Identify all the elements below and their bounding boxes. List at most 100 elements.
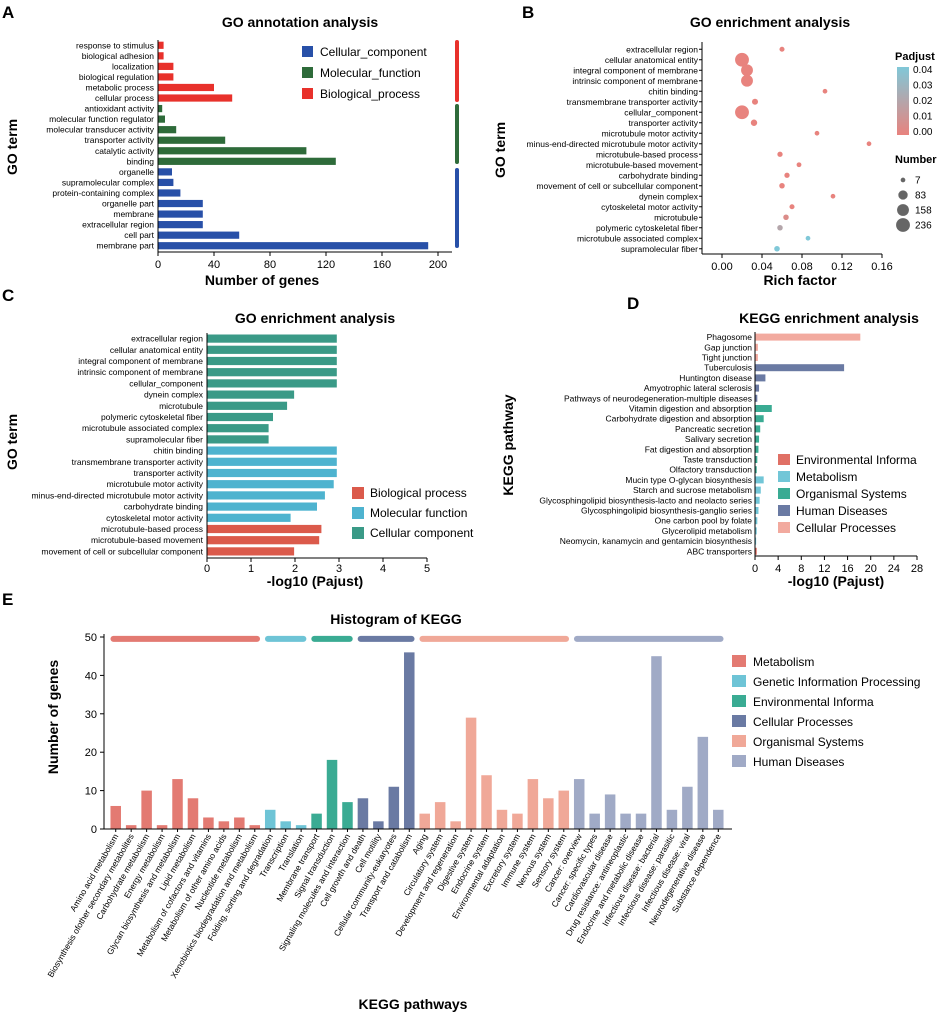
chart-e-bar	[218, 821, 230, 829]
chart-c-xtick-label: 1	[248, 563, 254, 575]
chart-b-category-label: integral component of membrane	[573, 65, 698, 75]
chart-c-bar	[207, 513, 291, 522]
chart-c-bar	[207, 524, 322, 534]
chart-a-category-label: antioxidant activity	[85, 104, 155, 114]
chart-c-category-label: cytoskeletal motor activity	[106, 513, 204, 523]
chart-a-bar	[158, 104, 163, 113]
chart-b-xtick-label: 0.16	[871, 261, 892, 273]
legend-b-color-tick: 0.00	[913, 127, 933, 138]
chart-e-bar	[635, 813, 647, 829]
chart-b-point	[777, 151, 783, 157]
chart-a-bar	[158, 210, 203, 218]
legend-e-label-gen: Genetic Information Processing	[753, 675, 920, 689]
chart-e-bar	[373, 821, 384, 829]
chart-c-category-label: minus-end-directed microtubule motor act…	[32, 490, 204, 500]
chart-c-xtick-label: 2	[292, 563, 298, 575]
chart-e-bar	[543, 798, 554, 829]
chart-b-point	[789, 204, 795, 210]
chart-e-bar	[666, 809, 678, 829]
chart-e-bar	[573, 779, 585, 829]
chart-c-bar	[207, 401, 288, 410]
chart-e-bar	[450, 821, 461, 829]
chart-e-bar	[156, 825, 168, 829]
legend-d-swatch-cel	[778, 522, 790, 533]
chart-d-xtick-label: 20	[865, 563, 877, 575]
chart-a-bar	[158, 199, 203, 208]
chart-a-bar	[158, 83, 214, 92]
chart-d-category-label: Tuberculosis	[704, 363, 752, 373]
chart-d-bar	[755, 547, 757, 555]
chart-c-xlabel: -log10 (Pajust)	[267, 573, 363, 589]
chart-e-bar	[326, 759, 338, 829]
chart-a-bar	[158, 41, 164, 49]
chart-e-bar	[496, 809, 508, 829]
chart-c-bar	[207, 334, 337, 343]
chart-a-bar	[158, 221, 203, 229]
chart-d-category-label: Pancreatic secretion	[675, 424, 752, 434]
chart-d-category-label: Glycosphingolipid biosynthesis-lacto and…	[539, 495, 752, 505]
chart-a-ylabel: GO term	[4, 119, 20, 175]
legend-b-size-dot	[896, 218, 910, 232]
legend-c-label-mol: Molecular function	[370, 506, 467, 520]
chart-d-bar	[755, 507, 759, 514]
chart-b-point	[750, 119, 758, 126]
chart-a-category-label: catalytic activity	[95, 146, 155, 156]
chart-a-category-label: organelle part	[102, 199, 155, 209]
chart-d-xtick-label: 0	[752, 563, 758, 575]
chart-c-category-label: carbohydrate binding	[124, 502, 204, 512]
legend-e-swatch-org	[732, 735, 746, 747]
chart-b-category-label: dynein complex	[639, 191, 699, 201]
chart-a-bar	[158, 52, 164, 60]
chart-b-category-label: movement of cell or subcellular componen…	[536, 181, 698, 191]
chart-a-bar	[158, 126, 177, 134]
legend-c-label-bio: Biological process	[370, 486, 467, 500]
chart-a-category-label: supramolecular complex	[62, 177, 155, 187]
panel-letter-a: A	[2, 3, 14, 22]
chart-d-category-label: One carbon pool by folate	[655, 516, 753, 526]
chart-b-category-label: microtubule-based movement	[586, 160, 699, 170]
legend-b-color-tick: 0.01	[913, 112, 933, 123]
chart-e-bar	[295, 825, 307, 829]
chart-c-bar	[207, 356, 337, 366]
chart-e-ytick-label: 40	[85, 670, 97, 682]
chart-d-category-label: Gap junction	[704, 342, 752, 352]
chart-d-xtick-label: 4	[775, 563, 781, 575]
legend-b-size-dot	[898, 190, 908, 200]
chart-d-category-label: Huntington disease	[679, 373, 752, 383]
chart-d-category-label: Glycosphingolipid biosynthesis-ganglio s…	[581, 506, 752, 516]
chart-b-category-label: chitin binding	[648, 86, 698, 96]
chart-c-bar	[207, 435, 269, 444]
chart-a-bar	[158, 94, 233, 102]
chart-e-bar	[203, 817, 214, 829]
chart-e-bar	[404, 652, 415, 829]
chart-b-category-label: microtubule	[654, 212, 698, 222]
chart-a-xlabel: Number of genes	[205, 272, 320, 288]
chart-a-xtick-label: 160	[373, 259, 391, 271]
chart-b-category-label: extracellular region	[626, 44, 698, 54]
legend-e-swatch-cel	[732, 715, 746, 727]
chart-e-ytick-label: 30	[85, 709, 97, 721]
legend-c-swatch-mol	[352, 507, 364, 519]
legend-a-label-molecular: Molecular_function	[320, 66, 421, 80]
chart-e-bar	[280, 821, 291, 829]
panel-letter-d: D	[627, 294, 639, 313]
chart-c-xtick-label: 5	[424, 563, 430, 575]
chart-b-point	[777, 225, 783, 231]
chart-b-category-label: cytoskeletal motor activity	[601, 202, 699, 212]
chart-c-category-label: microtubule-based process	[101, 524, 203, 534]
legend-d-label-hum: Human Diseases	[796, 504, 887, 518]
chart-e-bar	[589, 813, 600, 829]
panel-letter-c: C	[2, 286, 14, 305]
chart-c-bar	[207, 368, 337, 377]
chart-d-bar	[755, 537, 757, 545]
chart-d-bar	[755, 415, 764, 423]
chart-e-bar	[388, 786, 400, 829]
chart-c-bar	[207, 457, 337, 466]
legend-d-swatch-org	[778, 488, 790, 499]
chart-b-point	[830, 193, 836, 199]
chart-a-bar	[158, 73, 174, 81]
chart-c-category-label: transporter activity	[134, 468, 204, 478]
chart-a-category-label: cellular process	[95, 93, 154, 103]
chart-b-category-label: transporter activity	[629, 118, 699, 128]
chart-c-bar	[207, 424, 269, 433]
